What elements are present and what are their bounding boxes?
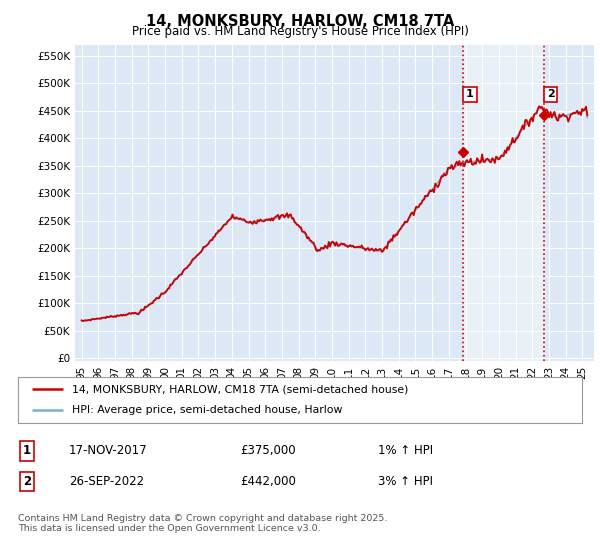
Text: 2: 2 (547, 90, 554, 99)
Text: 14, MONKSBURY, HARLOW, CM18 7TA: 14, MONKSBURY, HARLOW, CM18 7TA (146, 14, 454, 29)
Text: 26-SEP-2022: 26-SEP-2022 (69, 475, 144, 488)
Bar (463, 45, 544, 361)
Text: £375,000: £375,000 (240, 444, 296, 458)
Text: 14, MONKSBURY, HARLOW, CM18 7TA (semi-detached house): 14, MONKSBURY, HARLOW, CM18 7TA (semi-de… (71, 384, 408, 394)
Text: Price paid vs. HM Land Registry's House Price Index (HPI): Price paid vs. HM Land Registry's House … (131, 25, 469, 38)
Text: 2: 2 (23, 475, 31, 488)
Text: 3% ↑ HPI: 3% ↑ HPI (378, 475, 433, 488)
Text: 17-NOV-2017: 17-NOV-2017 (69, 444, 148, 458)
Text: £442,000: £442,000 (240, 475, 296, 488)
Text: 1: 1 (466, 90, 474, 99)
Text: 1% ↑ HPI: 1% ↑ HPI (378, 444, 433, 458)
Text: 1: 1 (23, 444, 31, 458)
Text: Contains HM Land Registry data © Crown copyright and database right 2025.
This d: Contains HM Land Registry data © Crown c… (18, 514, 388, 534)
Text: HPI: Average price, semi-detached house, Harlow: HPI: Average price, semi-detached house,… (71, 405, 342, 416)
